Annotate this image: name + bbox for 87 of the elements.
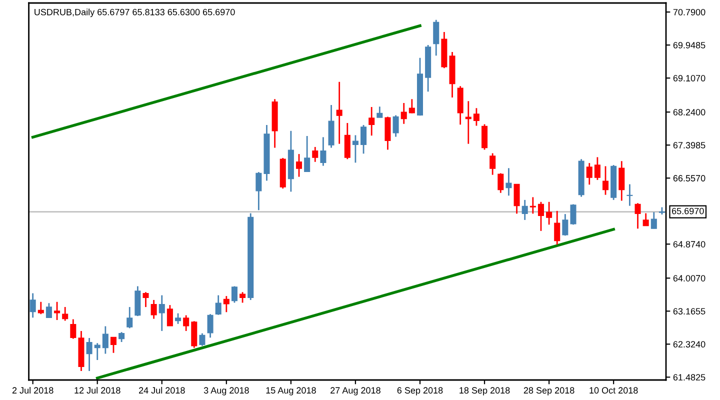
candlestick: [118, 331, 125, 343]
candlestick: [352, 134, 358, 164]
candlestick: [570, 204, 576, 226]
candlestick: [400, 102, 407, 125]
y-tick-label: 63.1655: [673, 308, 706, 314]
candlestick: [46, 302, 52, 318]
candlestick: [328, 104, 334, 148]
y-tick-label: 69.9485: [673, 42, 706, 48]
candlestick: [586, 162, 592, 186]
candlestick: [94, 342, 100, 361]
candlestick: [223, 295, 230, 313]
candlestick: [86, 337, 92, 372]
candlestick: [392, 114, 399, 138]
y-tick-label: 70.7900: [673, 8, 706, 16]
candlestick: [473, 107, 480, 126]
x-tick-label: 3 Aug 2018: [204, 387, 249, 396]
candlestick: [256, 171, 262, 211]
candlestick: [538, 201, 544, 232]
candlestick: [368, 106, 375, 136]
candlestick: [650, 211, 657, 230]
candlestick: [183, 314, 190, 332]
candlestick: [530, 196, 536, 214]
candlestick: [199, 332, 206, 347]
candlestick: [102, 326, 108, 354]
candlestick: [554, 210, 560, 246]
candlestick: [546, 201, 552, 226]
candlestick: [384, 116, 391, 150]
candlestick: [498, 172, 504, 194]
candlestick: [602, 166, 609, 196]
candlestick: [296, 153, 302, 178]
candlestick: [490, 152, 496, 176]
candlestick: [62, 306, 68, 322]
candlestick: [626, 184, 633, 207]
candlestick: [433, 19, 440, 56]
candlestick: [482, 124, 488, 150]
candlestick: [166, 304, 173, 327]
candlestick: [191, 320, 198, 349]
y-tick-label: 62.3240: [673, 341, 706, 348]
x-tick-label: 15 Aug 2018: [266, 387, 316, 396]
x-tick-label: 27 Aug 2018: [330, 387, 380, 396]
candlestick: [522, 199, 528, 221]
candlestick: [126, 306, 133, 329]
x-tick-label: 24 Jul 2018: [139, 386, 185, 394]
text: USDRUB,Daily 65.6797 65.8133 65.6300 65.6970: [34, 8, 235, 18]
candlestick: [506, 167, 512, 196]
x-tick-label: 28 Sep 2018: [524, 387, 574, 396]
ref-line-label: 65.6970: [672, 208, 704, 214]
candlestick: [54, 301, 60, 321]
candlestick: [240, 291, 246, 304]
candlestick: [175, 312, 182, 325]
candlestick: [207, 313, 214, 338]
candlestick: [215, 294, 222, 316]
candlestick: [312, 146, 318, 163]
candlestick: [376, 106, 383, 118]
y-tick-label: 61.4825: [673, 374, 706, 381]
y-tick-label: 64.0070: [673, 275, 706, 282]
y-tick-label: 64.8740: [673, 241, 706, 248]
candlestick: [594, 156, 600, 181]
candlestick: [618, 160, 625, 202]
candlestick: [562, 213, 568, 236]
candlestick: [110, 336, 117, 354]
candlestick: [70, 318, 76, 340]
y-tick-label: 69.1070: [673, 75, 706, 82]
x-tick-label: 10 Oct 2018: [590, 387, 638, 394]
y-tick-label: 66.5570: [673, 175, 706, 182]
candlestick: [642, 212, 649, 227]
candlestick: [231, 286, 238, 304]
candlestick: [344, 122, 350, 160]
y-tick-label: 67.3985: [673, 142, 706, 148]
candlestick: [514, 184, 520, 214]
y-tick-label: 68.2400: [673, 109, 706, 116]
x-tick-label: 2 Jul 2018: [12, 386, 54, 394]
candlestick: [336, 81, 342, 145]
x-tick-label: 6 Sep 2018: [397, 387, 443, 396]
candlestick: [38, 301, 44, 315]
candlestick: [634, 202, 641, 230]
candlestick: [30, 292, 36, 318]
candlestick: [320, 136, 326, 166]
candlestick: [465, 100, 472, 145]
x-tick-label: 18 Sep 2018: [460, 387, 510, 396]
candlestick: [304, 135, 310, 172]
candlestick: [150, 299, 157, 320]
candlestick: [408, 98, 415, 114]
candlestick: [142, 291, 149, 308]
candlestick: [360, 124, 367, 154]
x-tick-label: 12 Jul 2018: [74, 386, 120, 394]
candlestick: [158, 294, 165, 332]
